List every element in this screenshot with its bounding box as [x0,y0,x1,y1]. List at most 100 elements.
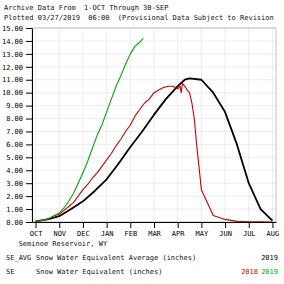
tick-mark [249,222,250,228]
tick-label: 4.00 [6,167,23,175]
tick-mark [26,106,32,107]
tick-mark [26,41,32,42]
tick: 11.00 [2,76,32,84]
tick: 2.00 [6,193,32,201]
tick-label: 1.00 [6,206,23,214]
series-line [36,84,273,222]
y-axis: 0.00 1.00 2.00 3.00 4.00 5.00 6.00 7.00 8.00 9.00… [2,25,33,227]
tick: 13.00 [2,51,32,59]
subtitle: Plotted 03/27/2019 06:00 (Provisional Da… [4,14,274,22]
tick-label: 9.00 [6,102,23,110]
series-line [36,38,144,221]
tick: MAY [196,222,209,238]
tick-mark [36,222,37,228]
tick: 12.00 [2,64,32,72]
grid-line [154,28,155,222]
tick-label: NOV [53,230,66,238]
tick: FEB [124,222,137,238]
tick: 10.00 [2,89,32,97]
tick-mark [107,222,108,228]
tick-mark [26,170,32,171]
grid-line [248,28,249,222]
tick-mark [26,209,32,210]
tick-mark [26,54,32,55]
grid-line [106,28,107,222]
tick-mark [130,222,131,228]
tick-label: MAY [196,230,209,238]
plot-area [36,38,273,222]
tick: 8.00 [6,115,32,123]
series-line [36,78,273,221]
tick-mark [26,131,32,132]
tick-label: AUG [267,230,280,238]
title: Archive Data From 1-OCT Through 30-SEP [4,4,168,12]
tick-label: 14.00 [2,38,23,46]
tick: NOV [53,222,66,238]
tick-mark [26,183,32,184]
tick-mark [26,119,32,120]
tick-mark [26,222,32,223]
grid-line [82,28,83,222]
tick-mark [26,196,32,197]
tick: OCT [30,222,43,238]
grid-line [59,28,60,222]
tick-label: 13.00 [2,51,23,59]
legend-description: Snow Water Equivalent Average (inches) [36,254,196,262]
tick-mark [83,222,84,228]
tick-label: 7.00 [6,128,23,136]
tick-mark [26,157,32,158]
tick-label: FEB [124,230,137,238]
tick-label: 5.00 [6,154,23,162]
legend-code: SE [6,268,14,276]
tick-label: JUL [243,230,256,238]
tick-mark [201,222,202,228]
tick-label: APR [172,230,185,238]
tick-mark [178,222,179,228]
tick: 0.00 [6,219,32,227]
tick-mark [154,222,155,228]
tick-label: JAN [101,230,114,238]
tick-label: 12.00 [2,64,23,72]
axis-domain [32,29,33,223]
tick-mark [272,222,273,228]
legend-code: SE_AVG [6,254,31,262]
tick: JAN [101,222,114,238]
tick-label: DEC [77,230,90,238]
tick: 6.00 [6,141,32,149]
tick: 9.00 [6,102,32,110]
tick: JUN [219,222,232,238]
tick-label: JUN [219,230,232,238]
tick-mark [26,80,32,81]
tick: 14.00 [2,38,32,46]
tick-mark [26,28,32,29]
tick-label: 8.00 [6,115,23,123]
tick: 4.00 [6,167,32,175]
tick-label: 11.00 [2,76,23,84]
tick-mark [26,93,32,94]
tick-label: 6.00 [6,141,23,149]
tick-mark [26,144,32,145]
chart: Archive Data From 1-OCT Through 30-SEP Pl… [0,0,284,284]
tick-label: 3.00 [6,180,23,188]
tick: 5.00 [6,154,32,162]
tick: MAR [148,222,161,238]
tick: DEC [77,222,90,238]
tick: 7.00 [6,128,32,136]
grid-line [201,28,202,222]
tick: 3.00 [6,180,32,188]
tick-label: MAR [148,230,161,238]
grid-line [225,28,226,222]
x-axis: OCT NOV DEC JAN FEB MAR APR MAY JUN JUL AUG [30,222,280,238]
tick-label: 0.00 [6,219,23,227]
tick: AUG [267,222,280,238]
grid-line [272,28,273,222]
tick-mark [59,222,60,228]
legend-entry: 2018 [241,268,258,276]
plot-frame [32,28,276,222]
tick: 15.00 [2,25,32,33]
legend-entry: 2019 [261,268,278,276]
tick: APR [172,222,185,238]
location: Seminoe Reservoir, WY [6,240,108,248]
tick-mark [225,222,226,228]
tick-mark [26,67,32,68]
